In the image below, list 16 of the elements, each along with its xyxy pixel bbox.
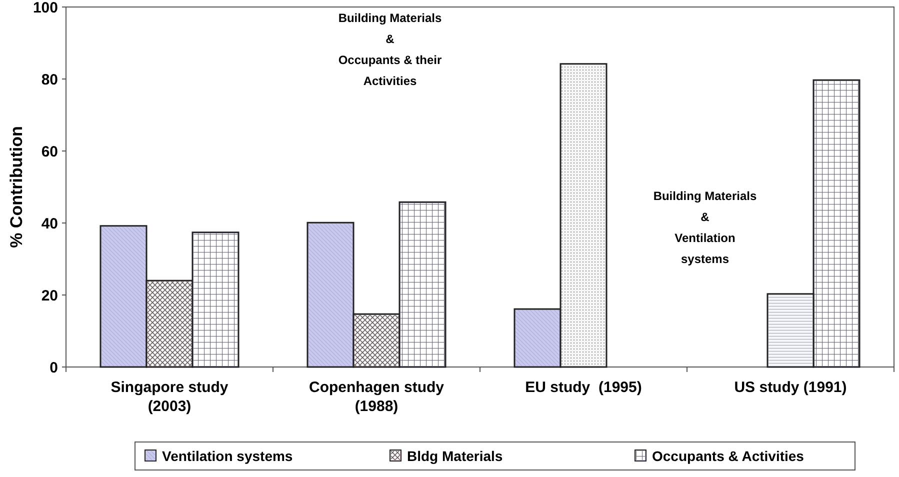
- y-tick-label: 40: [41, 215, 58, 232]
- y-tick-label: 80: [41, 71, 58, 88]
- y-tick-label: 100: [32, 0, 58, 16]
- y-tick-label: 0: [50, 359, 58, 376]
- annotation: Building Materials & Ventilation systems: [653, 189, 757, 266]
- x-tick-label: US study (1991): [734, 379, 847, 396]
- legend-label: Bldg Materials: [407, 448, 503, 464]
- legend-label: Occupants & Activities: [652, 448, 804, 464]
- legend-label: Ventilation systems: [162, 448, 293, 464]
- x-tick-label: EU study (1995): [525, 379, 642, 396]
- y-tick-label: 60: [41, 143, 58, 160]
- y-axis-title: % Contribution: [7, 126, 26, 248]
- x-tick-label: Copenhagen study (1988): [308, 379, 445, 415]
- y-tick-label: 20: [41, 287, 58, 304]
- x-tick-label: Singapore study (2003): [110, 379, 229, 415]
- annotation: Building Materials & Occupants & their Activities: [338, 11, 442, 88]
